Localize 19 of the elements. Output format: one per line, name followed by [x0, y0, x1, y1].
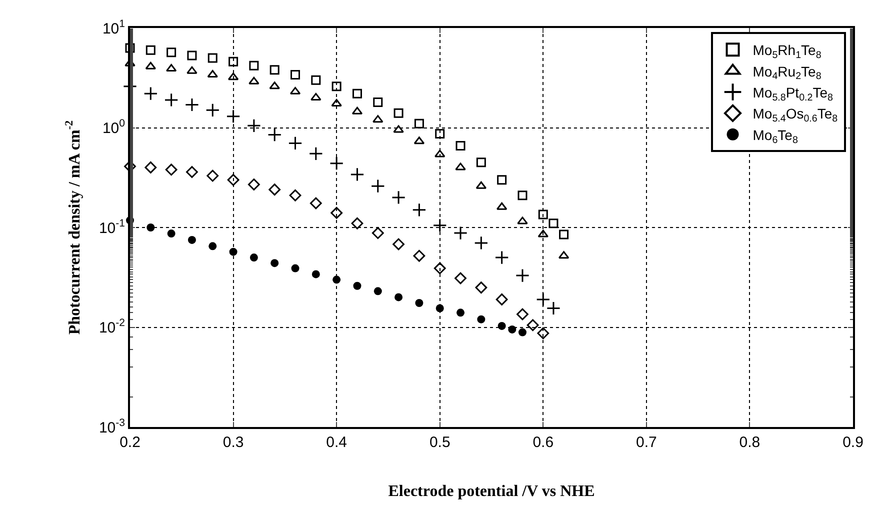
x-axis-title: Electrode potential /V vs NHE [388, 483, 595, 500]
x-tick-label: 0.8 [739, 434, 760, 451]
legend-label: Mo$_{4}$Ru$_{2}$Te$_{8}$ [752, 63, 822, 82]
x-tick-label: 0.2 [120, 434, 140, 451]
y-tick-label: 10$^{-1}$ [98, 217, 126, 237]
y-tick-label: 10$^{-2}$ [98, 317, 126, 336]
y-tick-label: 10$^{1}$ [102, 18, 126, 38]
x-tick-label: 0.6 [532, 434, 554, 451]
y-tick-label: 10$^{-3}$ [98, 416, 126, 436]
legend-label: Mo$_{5.4}$Os$_{0.6}$Te$_{8}$ [752, 106, 838, 125]
y-tick-label: 10$^{0}$ [102, 118, 126, 137]
x-tick-label: 0.4 [326, 434, 347, 451]
x-tick-label: 0.3 [222, 434, 244, 451]
x-tick-label: 0.9 [842, 434, 864, 451]
legend-label: Mo$_{6}$Te$_{8}$ [752, 126, 798, 146]
legend-label: Mo$_{5}$Rh$_{1}$Te$_{8}$ [752, 42, 822, 61]
x-tick-label: 0.5 [429, 434, 450, 451]
legend-label: Mo$_{5.8}$Pt$_{0.2}$Te$_{8}$ [752, 84, 834, 104]
x-tick-label: 0.7 [636, 434, 657, 451]
